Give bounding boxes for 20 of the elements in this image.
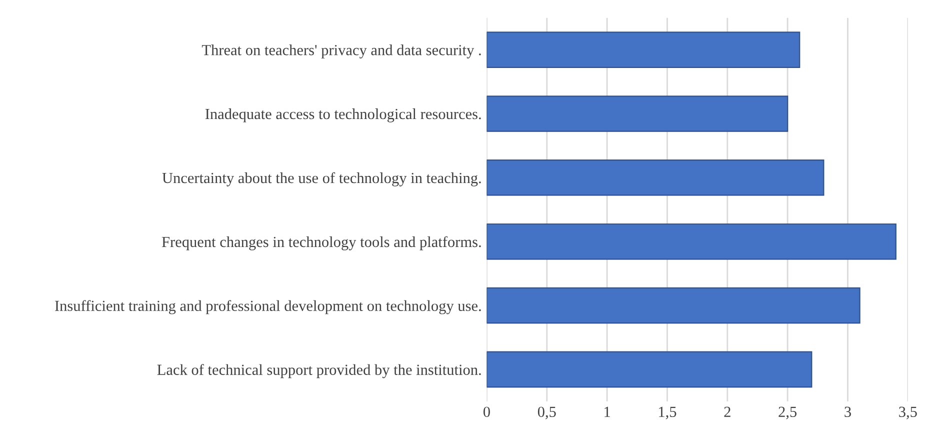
bar [486, 96, 788, 132]
x-tick-label: 2 [724, 406, 730, 417]
y-tick-label: Threat on teachers' privacy and data security . [202, 44, 481, 58]
x-tick-label: 1 [604, 406, 610, 417]
bar [486, 160, 824, 196]
y-tick-label: Uncertainty about the use of technology in teaching. [162, 172, 481, 186]
x-tick-label: 3 [844, 406, 851, 418]
bar [486, 351, 812, 388]
x-tick-label: 0 [483, 406, 490, 418]
bar [486, 32, 800, 68]
bar [486, 223, 896, 260]
y-tick-label: Inadequate access to technological resources. [205, 108, 481, 122]
y-tick-label: Frequent changes in technology tools and platforms. [162, 236, 481, 250]
bar [486, 287, 860, 324]
y-tick-label: Lack of technical support provided by the institution. [157, 364, 481, 378]
x-tick-label: 3,5 [899, 406, 917, 420]
x-tick-label: 0,5 [538, 406, 556, 420]
x-tick-label: 1,5 [659, 406, 676, 420]
x-tick-label: 2,5 [778, 406, 797, 420]
y-tick-label: Insufficient training and professional development on technology use. [55, 300, 481, 314]
